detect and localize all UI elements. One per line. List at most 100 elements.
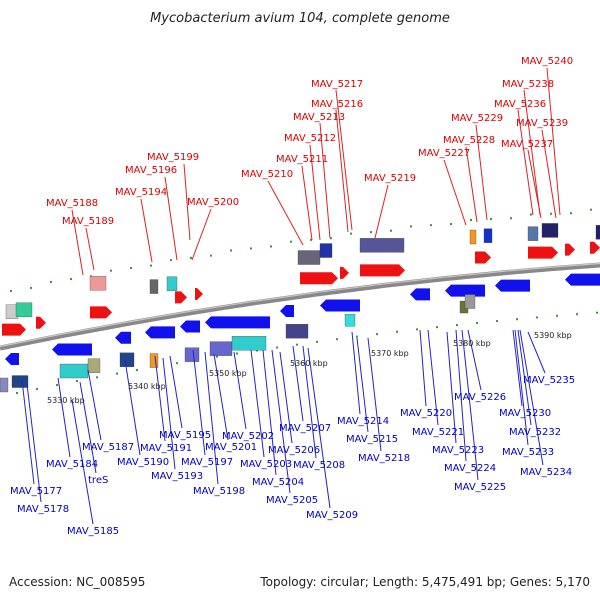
reverse-gene-label[interactable]: MAV_5204 — [252, 477, 304, 488]
tick-dot — [230, 249, 232, 252]
reverse-gene-label[interactable]: MAV_5197 — [181, 457, 233, 468]
tick-dot — [276, 346, 278, 349]
reverse-gene-arrow — [495, 279, 530, 292]
reverse-gene-arrow — [52, 343, 92, 356]
forward-gene-label[interactable]: MAV_5237 — [501, 139, 553, 150]
forward-leader-line — [164, 176, 178, 261]
gene-feature-block — [483, 228, 493, 243]
reverse-leader-line — [57, 377, 71, 458]
reverse-gene-label[interactable]: MAV_5221 — [412, 427, 464, 438]
reverse-leader-line — [517, 329, 532, 426]
gene-feature-block — [59, 363, 89, 379]
reverse-gene-label[interactable]: MAV_5223 — [432, 445, 484, 456]
reverse-leader-line — [527, 331, 546, 374]
tick-dot — [70, 278, 72, 281]
reverse-leader-line — [262, 349, 277, 476]
reverse-gene-label[interactable]: MAV_5232 — [509, 427, 561, 438]
forward-gene-label[interactable]: MAV_5200 — [187, 197, 239, 208]
reverse-gene-label[interactable]: MAV_5233 — [502, 447, 554, 458]
forward-gene-label[interactable]: MAV_5210 — [241, 169, 293, 180]
reverse-gene-label[interactable]: MAV_5202 — [222, 431, 274, 442]
tick-dot — [450, 223, 452, 226]
reverse-gene-label[interactable]: MAV_5193 — [151, 471, 203, 482]
forward-gene-label[interactable]: MAV_5228 — [443, 135, 495, 146]
gene-feature-block — [319, 243, 333, 258]
forward-gene-label[interactable]: MAV_5196 — [125, 165, 177, 176]
map-title: Mycobacterium avium 104, complete genome — [150, 11, 450, 26]
tick-dot — [550, 212, 552, 215]
reverse-gene-label[interactable]: MAV_5215 — [346, 434, 398, 445]
tick-dot — [376, 333, 378, 336]
reverse-leader-line — [446, 331, 457, 444]
tick-dot — [56, 383, 58, 386]
reverse-gene-label[interactable]: MAV_5224 — [444, 463, 496, 474]
tick-dot — [576, 313, 578, 316]
tick-dot — [116, 372, 118, 375]
reverse-gene-label[interactable]: MAV_5187 — [82, 442, 134, 453]
forward-leader-line — [527, 149, 542, 219]
reverse-gene-label[interactable]: MAV_5230 — [499, 408, 551, 419]
forward-leader-line — [335, 109, 349, 233]
forward-gene-label[interactable]: MAV_5219 — [364, 173, 416, 184]
forward-gene-label[interactable]: MAV_5240 — [521, 56, 573, 67]
tick-dot — [476, 322, 478, 325]
gene-feature-block — [15, 302, 33, 317]
reverse-gene-label[interactable]: MAV_5198 — [193, 486, 245, 497]
reverse-gene-label[interactable]: MAV_5203 — [240, 459, 292, 470]
forward-gene-label[interactable]: MAV_5211 — [276, 154, 328, 165]
forward-gene-label[interactable]: MAV_5217 — [311, 79, 363, 90]
reverse-leader-line — [26, 383, 42, 503]
tick-dot — [190, 256, 192, 259]
reverse-gene-label[interactable]: MAV_5214 — [337, 416, 389, 427]
forward-gene-label[interactable]: MAV_5236 — [494, 99, 546, 110]
forward-leader-line — [443, 159, 467, 226]
reverse-gene-label[interactable]: MAV_5201 — [205, 442, 257, 453]
reverse-gene-arrow — [410, 288, 430, 301]
reverse-leader-line — [519, 329, 544, 466]
tick-dot — [390, 229, 392, 232]
reverse-gene-label[interactable]: MAV_5226 — [454, 392, 506, 403]
reverse-leader-line — [367, 337, 382, 452]
reverse-gene-label[interactable]: MAV_5235 — [523, 375, 575, 386]
reverse-gene-label[interactable]: MAV_5206 — [268, 445, 320, 456]
reverse-gene-label[interactable]: MAV_5190 — [117, 457, 169, 468]
forward-gene-label[interactable]: MAV_5227 — [418, 148, 470, 159]
reverse-gene-label[interactable]: MAV_5178 — [17, 504, 69, 515]
reverse-gene-label[interactable]: MAV_5177 — [10, 486, 62, 497]
gene-feature-block — [359, 238, 405, 253]
forward-gene-label[interactable]: MAV_5216 — [311, 99, 363, 110]
reverse-gene-label[interactable]: MAV_5184 — [46, 459, 98, 470]
forward-gene-label[interactable]: MAV_5238 — [502, 79, 554, 90]
reverse-gene-label[interactable]: MAV_5207 — [279, 423, 331, 434]
reverse-gene-label[interactable]: MAV_5209 — [306, 510, 358, 521]
forward-gene-label[interactable]: MAV_5212 — [284, 133, 336, 144]
reverse-gene-label[interactable]: MAV_5220 — [400, 408, 452, 419]
forward-leader-line — [546, 67, 561, 216]
reverse-gene-label[interactable]: MAV_5191 — [140, 443, 192, 454]
reverse-gene-label[interactable]: MAV_5208 — [293, 460, 345, 471]
forward-gene-label[interactable]: MAV_5239 — [516, 118, 568, 129]
reverse-gene-label[interactable]: MAV_5225 — [454, 482, 506, 493]
reverse-gene-label[interactable]: MAV_5195 — [159, 430, 211, 441]
forward-gene-label[interactable]: MAV_5199 — [147, 152, 199, 163]
forward-gene-label[interactable]: MAV_5213 — [293, 112, 345, 123]
tick-dot — [210, 254, 212, 257]
gene-feature-block — [231, 336, 267, 351]
forward-gene-label[interactable]: MAV_5188 — [46, 198, 98, 209]
forward-gene-arrow — [565, 243, 575, 256]
forward-gene-arrow — [300, 272, 338, 285]
reverse-gene-label[interactable]: MAV_5205 — [266, 495, 318, 506]
forward-gene-arrow — [590, 241, 600, 254]
forward-gene-label[interactable]: MAV_5229 — [451, 113, 503, 124]
forward-gene-label[interactable]: MAV_5194 — [115, 187, 167, 198]
tick-dot — [270, 245, 272, 248]
label-leader-lines — [21, 67, 561, 525]
forward-leader-line — [191, 208, 212, 261]
reverse-gene-label[interactable]: MAV_5234 — [520, 467, 572, 478]
reverse-gene-label[interactable]: MAV_5185 — [67, 526, 119, 537]
reverse-gene-label[interactable]: treS — [88, 475, 108, 486]
reverse-leader-line — [455, 329, 467, 462]
reverse-gene-label[interactable]: MAV_5218 — [358, 453, 410, 464]
reverse-leader-line — [71, 399, 94, 525]
forward-gene-label[interactable]: MAV_5189 — [62, 216, 114, 227]
